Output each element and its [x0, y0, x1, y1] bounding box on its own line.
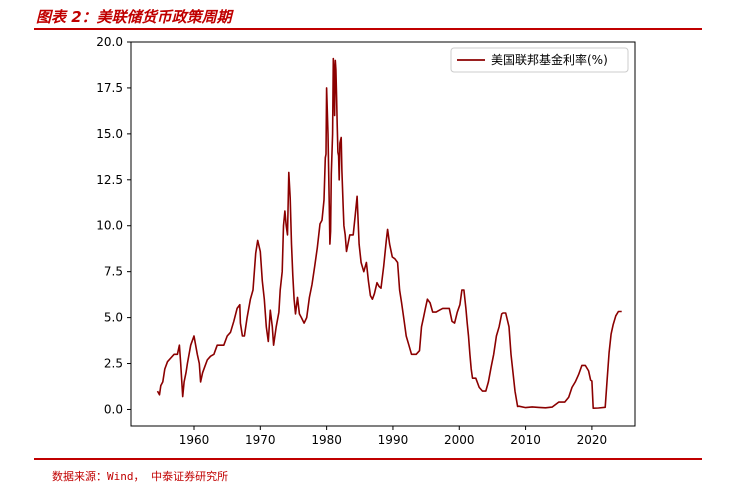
- x-tick-label: 1980: [311, 433, 342, 447]
- legend: 美国联邦基金利率(%): [450, 47, 629, 73]
- y-tick-label: 17.5: [96, 81, 123, 95]
- x-tick-label: 1970: [245, 433, 276, 447]
- x-axis: 1960 1970 1980 1990 2000 2010 2020: [179, 426, 607, 447]
- y-tick-label: 2.5: [104, 357, 123, 371]
- y-tick-label: 10.0: [96, 219, 123, 233]
- footer-divider: [34, 458, 702, 460]
- x-tick-label: 2020: [577, 433, 608, 447]
- x-tick-label: 2010: [510, 433, 541, 447]
- y-tick-label: 7.5: [104, 265, 123, 279]
- source-note: 数据来源：Wind， 中泰证券研究所: [52, 470, 229, 483]
- y-tick-label: 20.0: [96, 35, 123, 49]
- legend-label: 美国联邦基金利率(%): [491, 52, 608, 67]
- y-tick-label: 0.0: [104, 402, 123, 416]
- legend-frame: [450, 47, 629, 73]
- plot-area-frame: [130, 41, 636, 427]
- series-line-fed-funds-rate: [156, 57, 622, 410]
- x-tick-label: 1990: [378, 433, 409, 447]
- x-tick-label: 2000: [444, 433, 475, 447]
- chart-caption: 图表 2：美联储货币政策周期: [36, 8, 232, 26]
- chart-header: 图表 2：美联储货币政策周期: [34, 4, 702, 30]
- y-tick-label: 12.5: [96, 173, 123, 187]
- y-tick-label: 5.0: [104, 311, 123, 325]
- y-axis: 0.0 2.5 5.0 7.5 10.0 12.5 15.0 17.5 20.0: [96, 35, 131, 416]
- y-tick-label: 15.0: [96, 127, 123, 141]
- x-tick-label: 1960: [179, 433, 210, 447]
